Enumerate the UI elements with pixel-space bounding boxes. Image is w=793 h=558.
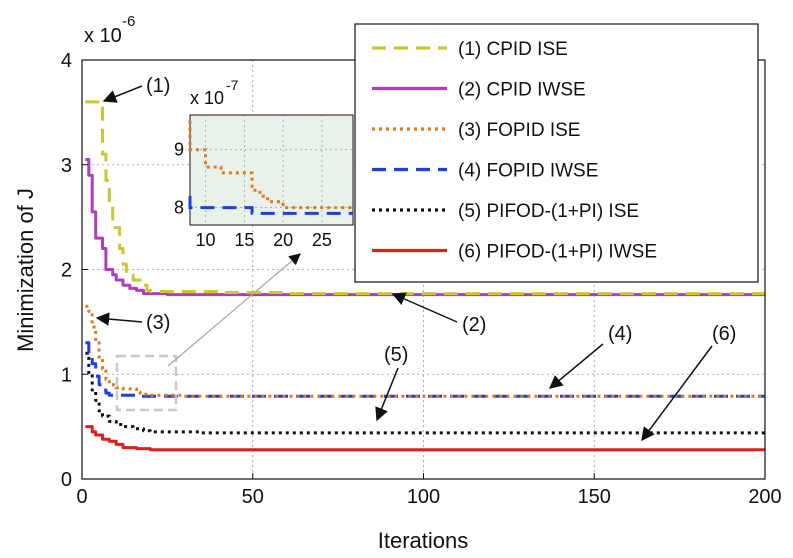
inset-x-tick-label: 15	[234, 230, 254, 250]
inset-series-line-4	[188, 196, 353, 215]
inset-chart: 10 15 20 25 8 9 x 10 -7	[174, 77, 354, 250]
inset-y-multiplier: x 10	[190, 88, 224, 108]
y-tick-label: 0	[61, 469, 72, 491]
annotation-label-2: (2)	[462, 314, 486, 336]
annotation-arrow-6	[641, 345, 713, 442]
inset-y-multiplier-exponent: -7	[226, 77, 239, 93]
inset-x-tick-label: 20	[273, 230, 293, 250]
zoom-region-box	[115, 354, 178, 412]
annotation-label-6: (6)	[712, 323, 736, 345]
annotation-label-1: (1)	[146, 75, 170, 97]
inset-series-group	[188, 120, 353, 215]
annotation-label-5: (5)	[384, 344, 408, 366]
y-axis-label: Minimization of J	[13, 188, 38, 352]
legend: (1) CPID ISE (2) CPID IWSE (3) FOPID ISE (4…	[354, 23, 759, 283]
legend-box	[354, 23, 759, 283]
y-tick-label: 3	[61, 155, 72, 177]
annotation-group: (1) (2) (3) (4) (5) (6)	[95, 75, 736, 442]
legend-label-1: (1) CPID ISE	[458, 39, 568, 60]
annotation-arrow-4	[548, 343, 604, 389]
zoom-pointer-arrow	[167, 253, 301, 367]
annotation-arrow-3	[95, 312, 143, 326]
annotation-label-4: (4)	[608, 323, 632, 345]
legend-label-4: (4) FOPID IWSE	[458, 161, 598, 182]
inset-x-tick-label: 10	[196, 230, 216, 250]
annotation-label-3: (3)	[146, 312, 170, 334]
x-tick-label: 200	[748, 486, 781, 508]
legend-label-2: (2) CPID IWSE	[458, 80, 586, 101]
y-tick-label: 1	[61, 364, 72, 386]
y-multiplier: x 10	[84, 25, 122, 47]
series-group	[85, 100, 765, 452]
x-tick-label: 50	[242, 486, 264, 508]
x-tick-label: 150	[578, 486, 611, 508]
y-tick-label: 4	[61, 50, 72, 72]
series-line-2	[85, 158, 765, 297]
x-tick-label: 0	[76, 486, 87, 508]
annotation-arrow-1	[102, 85, 143, 103]
inset-y-tick-label: 8	[174, 198, 184, 218]
series-line-1	[85, 100, 765, 296]
legend-label-5: (5) PIFOD-(1+PI) ISE	[458, 201, 639, 222]
annotation-arrow-2	[391, 292, 458, 323]
tick-group: 0 50 100 150 200 0 1 2 3 4	[61, 50, 782, 508]
y-multiplier-exponent: -6	[122, 13, 135, 30]
y-tick-label: 2	[61, 260, 72, 282]
inset-series-line-3	[188, 120, 353, 210]
legend-label-6: (6) PIFOD-(1+PI) IWSE	[458, 242, 657, 263]
x-axis-label: Iterations	[378, 528, 469, 553]
annotation-arrow-5	[375, 367, 399, 422]
series-line-6	[85, 425, 765, 452]
series-line-5	[85, 351, 765, 435]
inset-y-tick-label: 9	[174, 140, 184, 160]
inset-x-tick-label: 25	[312, 230, 332, 250]
legend-label-3: (3) FOPID ISE	[458, 120, 580, 141]
inset-tick-group: 10 15 20 25 8 9	[174, 140, 332, 250]
inset-plot-area	[189, 114, 354, 226]
x-tick-label: 100	[407, 486, 440, 508]
